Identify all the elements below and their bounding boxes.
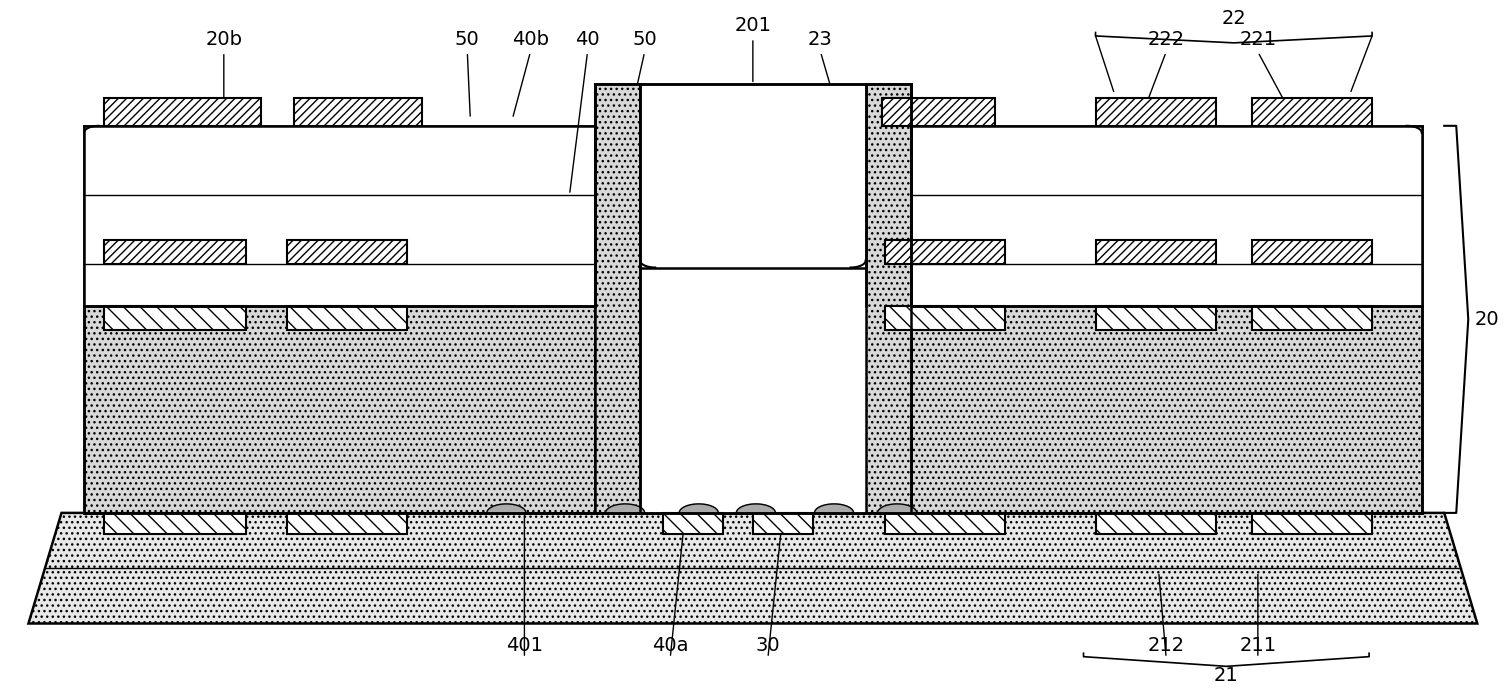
Text: 23: 23	[808, 30, 833, 49]
Polygon shape	[680, 504, 719, 513]
Polygon shape	[487, 504, 526, 513]
Bar	[640, 85, 865, 267]
Bar	[1252, 305, 1371, 330]
Bar	[104, 513, 246, 534]
Text: 30: 30	[755, 636, 781, 655]
Bar	[286, 513, 407, 534]
Bar	[1096, 240, 1216, 264]
Bar	[1096, 305, 1216, 330]
Text: 21: 21	[1215, 666, 1239, 685]
Text: 20b: 20b	[205, 30, 243, 49]
Bar	[104, 98, 261, 126]
Text: 50: 50	[455, 30, 479, 49]
Bar	[885, 305, 1005, 330]
Bar	[104, 240, 246, 264]
Polygon shape	[737, 504, 776, 513]
Bar	[1252, 98, 1371, 126]
Bar	[865, 85, 910, 513]
Bar	[1096, 98, 1216, 126]
Bar	[640, 267, 865, 513]
Polygon shape	[606, 504, 645, 513]
Bar	[286, 240, 407, 264]
Bar	[754, 513, 812, 534]
Bar	[882, 98, 995, 126]
Bar	[294, 98, 422, 126]
Polygon shape	[29, 513, 1477, 623]
Text: 222: 222	[1148, 30, 1185, 49]
Bar	[1252, 240, 1371, 264]
Bar	[286, 305, 407, 330]
Bar	[595, 85, 640, 513]
Text: 211: 211	[1239, 636, 1276, 655]
Bar	[910, 126, 1421, 305]
Bar	[640, 85, 865, 267]
Bar	[885, 240, 1005, 264]
Bar	[1252, 513, 1371, 534]
Bar	[885, 513, 1005, 534]
Polygon shape	[814, 504, 853, 513]
Text: 212: 212	[1148, 636, 1185, 655]
Bar	[104, 305, 246, 330]
Text: 40: 40	[576, 30, 600, 49]
Text: 40b: 40b	[512, 30, 549, 49]
Bar	[640, 85, 865, 513]
Bar	[595, 85, 640, 513]
Text: 40a: 40a	[653, 636, 689, 655]
Polygon shape	[877, 504, 916, 513]
Text: 401: 401	[506, 636, 543, 655]
Text: 221: 221	[1239, 30, 1276, 49]
Bar	[84, 126, 595, 305]
Text: 201: 201	[734, 16, 772, 35]
Bar	[865, 85, 910, 513]
Bar	[663, 513, 723, 534]
Bar	[84, 126, 595, 513]
Text: 50: 50	[633, 30, 657, 49]
Bar	[910, 126, 1421, 513]
Text: 22: 22	[1222, 9, 1246, 28]
Text: 20: 20	[1474, 310, 1499, 329]
Bar	[1096, 513, 1216, 534]
